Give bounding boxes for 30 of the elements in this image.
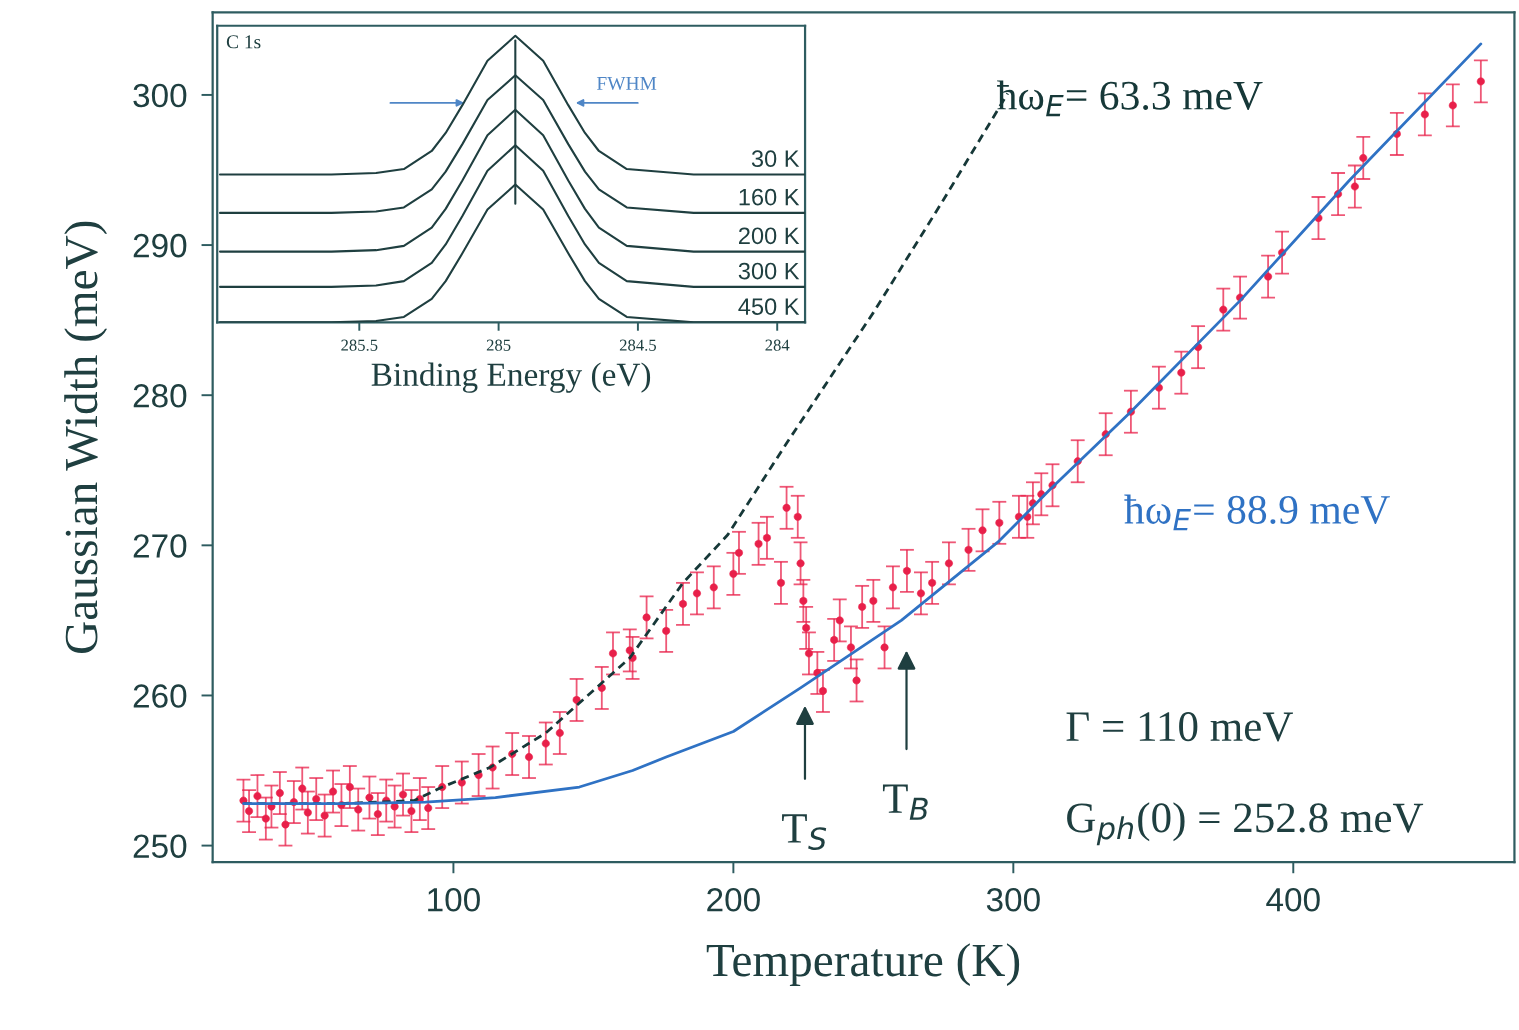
y-tick-label: 250 [133,834,187,858]
x-axis-title: Binding Energy (eV) [371,362,651,393]
y-tick-label: 260 [133,684,187,708]
series-label: ħω$_{E}$= 88.9 meV [1124,494,1390,531]
x-tick-label: 284 [765,339,790,351]
chart-title: C 1s [226,35,261,49]
x-tick-label: 200 [707,887,760,912]
annotation: T$_{B}$ [882,784,928,820]
y-tick-label: 280 [133,384,187,408]
y-tick-label: 300 [133,83,187,108]
series-label: 160 K [739,188,800,206]
annotation: FWHM [596,77,657,91]
y-tick-label: 290 [133,233,187,258]
annotation: T$_{S}$ [782,814,827,850]
x-tick-label: 400 [1266,887,1320,912]
x-axis-title: Temperature (K) [706,943,1020,987]
x-tick-label: 300 [986,887,1040,912]
y-tick-label: 270 [133,534,187,558]
x-tick-label: 285 [486,339,511,351]
x-tick-label: 284.5 [619,339,657,351]
series-label: 30 K [751,150,800,168]
series-label: 300 K [738,262,800,280]
y-axis-title: Gaussian Width (meV) [64,221,108,653]
annotation: Γ = 110 meV [1066,712,1293,742]
x-tick-label: 285.5 [341,339,378,351]
series-label: 200 K [739,227,800,245]
x-tick-label: 100 [428,887,480,912]
annotation: G$_{ph}$(0) = 252.8 meV [1067,802,1424,846]
series-label: ħω$_{E}$= 63.3 meV [997,80,1263,117]
series-label: 450 K [738,298,800,315]
